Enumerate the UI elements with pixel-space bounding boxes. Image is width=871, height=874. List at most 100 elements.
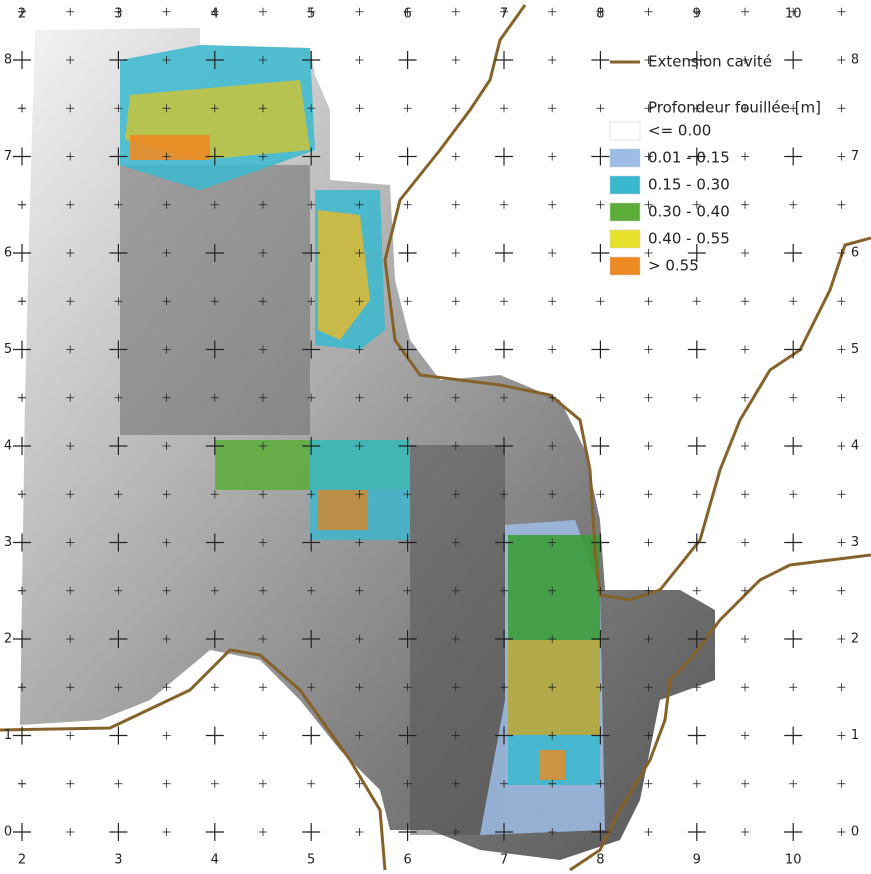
- grid-cross: [66, 249, 75, 257]
- grid-cross: [591, 823, 610, 841]
- grid-cross: [837, 7, 846, 16]
- grid-cross: [692, 490, 701, 499]
- grid-cross: [210, 490, 219, 499]
- grid-cross: [451, 442, 460, 450]
- x-tick-label-bottom: 10: [785, 853, 802, 868]
- grid-cross: [259, 152, 267, 161]
- y-tick-label-left: 6: [4, 246, 12, 261]
- legend-label: 0.30 - 0.40: [648, 203, 730, 221]
- grid-cross: [692, 586, 701, 595]
- grid-cross: [162, 586, 171, 595]
- grid-cross: [451, 538, 460, 547]
- grid-cross: [66, 586, 75, 595]
- grid-cross: [355, 828, 364, 836]
- grid-cross: [741, 828, 749, 836]
- grid-cross: [162, 297, 171, 306]
- grid-cross: [307, 490, 316, 499]
- grid-cross: [109, 726, 128, 745]
- grid-cross: [210, 683, 219, 692]
- grid-cross: [741, 538, 749, 547]
- grid-cross: [109, 630, 128, 648]
- grid-cross: [495, 340, 513, 359]
- grid-cross: [66, 635, 75, 643]
- y-tick-label-right: 6: [851, 246, 859, 261]
- grid-cross: [789, 200, 798, 209]
- grid-cross: [210, 586, 219, 595]
- grid-cross: [741, 586, 749, 595]
- grid-cross: [355, 490, 364, 499]
- grid-cross: [789, 779, 798, 788]
- x-tick-label-bottom: 9: [693, 853, 701, 868]
- grid-cross: [837, 56, 846, 64]
- grid-cross: [355, 635, 364, 643]
- grid-cross: [13, 533, 31, 552]
- grid-cross: [302, 823, 321, 841]
- grid-cross: [644, 586, 653, 595]
- grid-cross: [259, 586, 267, 595]
- grid-cross: [500, 490, 508, 499]
- grid-cross: [687, 437, 706, 455]
- grid-cross: [114, 200, 123, 209]
- grid-cross: [451, 7, 460, 16]
- grid-cross: [66, 104, 75, 113]
- grid-cross: [451, 779, 460, 788]
- y-tick-label-left: 2: [4, 632, 12, 647]
- grid-cross: [548, 249, 557, 257]
- grid-cross: [18, 104, 26, 113]
- grid-cross: [789, 393, 798, 402]
- legend-swatch: [609, 229, 641, 249]
- grid-cross: [355, 104, 364, 113]
- grid-cross: [741, 7, 749, 16]
- grid-cross: [114, 779, 123, 788]
- grid-cross: [355, 731, 364, 740]
- legend-label: 0.15 - 0.30: [648, 176, 730, 194]
- grid-cross: [109, 823, 128, 841]
- grid-cross: [302, 147, 321, 166]
- grid-cross: [162, 779, 171, 788]
- grid-cross: [837, 393, 846, 402]
- grid-cross: [302, 51, 321, 69]
- grid-cross: [784, 147, 803, 166]
- grid-cross: [451, 297, 460, 306]
- grid-cross: [114, 393, 123, 402]
- grid-cross: [162, 393, 171, 402]
- grid-cross: [837, 297, 846, 306]
- y-tick-label-right: 7: [851, 149, 859, 164]
- x-tick-label-top: 7: [500, 7, 508, 22]
- grid-cross: [259, 538, 267, 547]
- grid-cross: [789, 490, 798, 499]
- grid-cross: [495, 726, 513, 745]
- grid-cross: [837, 779, 846, 788]
- grid-cross: [692, 104, 701, 113]
- grid-cross: [109, 340, 128, 359]
- grid-cross: [210, 393, 219, 402]
- grid-cross: [741, 442, 749, 450]
- grid-cross: [398, 437, 417, 455]
- grid-cross: [355, 345, 364, 354]
- y-tick-label-right: 2: [851, 632, 859, 647]
- grid-cross: [596, 7, 605, 16]
- grid-cross: [687, 147, 706, 166]
- grid-cross: [644, 490, 653, 499]
- grid-cross: [259, 104, 267, 113]
- grid-cross: [741, 152, 749, 161]
- grid-cross: [13, 823, 31, 841]
- grid-cross: [644, 200, 653, 209]
- grid-cross: [741, 249, 749, 257]
- grid-cross: [403, 7, 412, 16]
- grid-cross: [109, 244, 128, 262]
- grid-cross: [644, 393, 653, 402]
- grid-cross: [784, 533, 803, 552]
- grid-cross: [13, 51, 31, 69]
- legend-swatch: [609, 256, 641, 276]
- grid-cross: [66, 345, 75, 354]
- grid-cross: [548, 731, 557, 740]
- grid-cross: [66, 828, 75, 836]
- y-tick-label-right: 3: [851, 535, 859, 550]
- grid-cross: [495, 533, 513, 552]
- grid-cross: [205, 244, 224, 262]
- grid-cross: [259, 683, 267, 692]
- x-tick-label-top: 2: [18, 7, 26, 22]
- grid-cross: [259, 345, 267, 354]
- grid-cross: [495, 244, 513, 262]
